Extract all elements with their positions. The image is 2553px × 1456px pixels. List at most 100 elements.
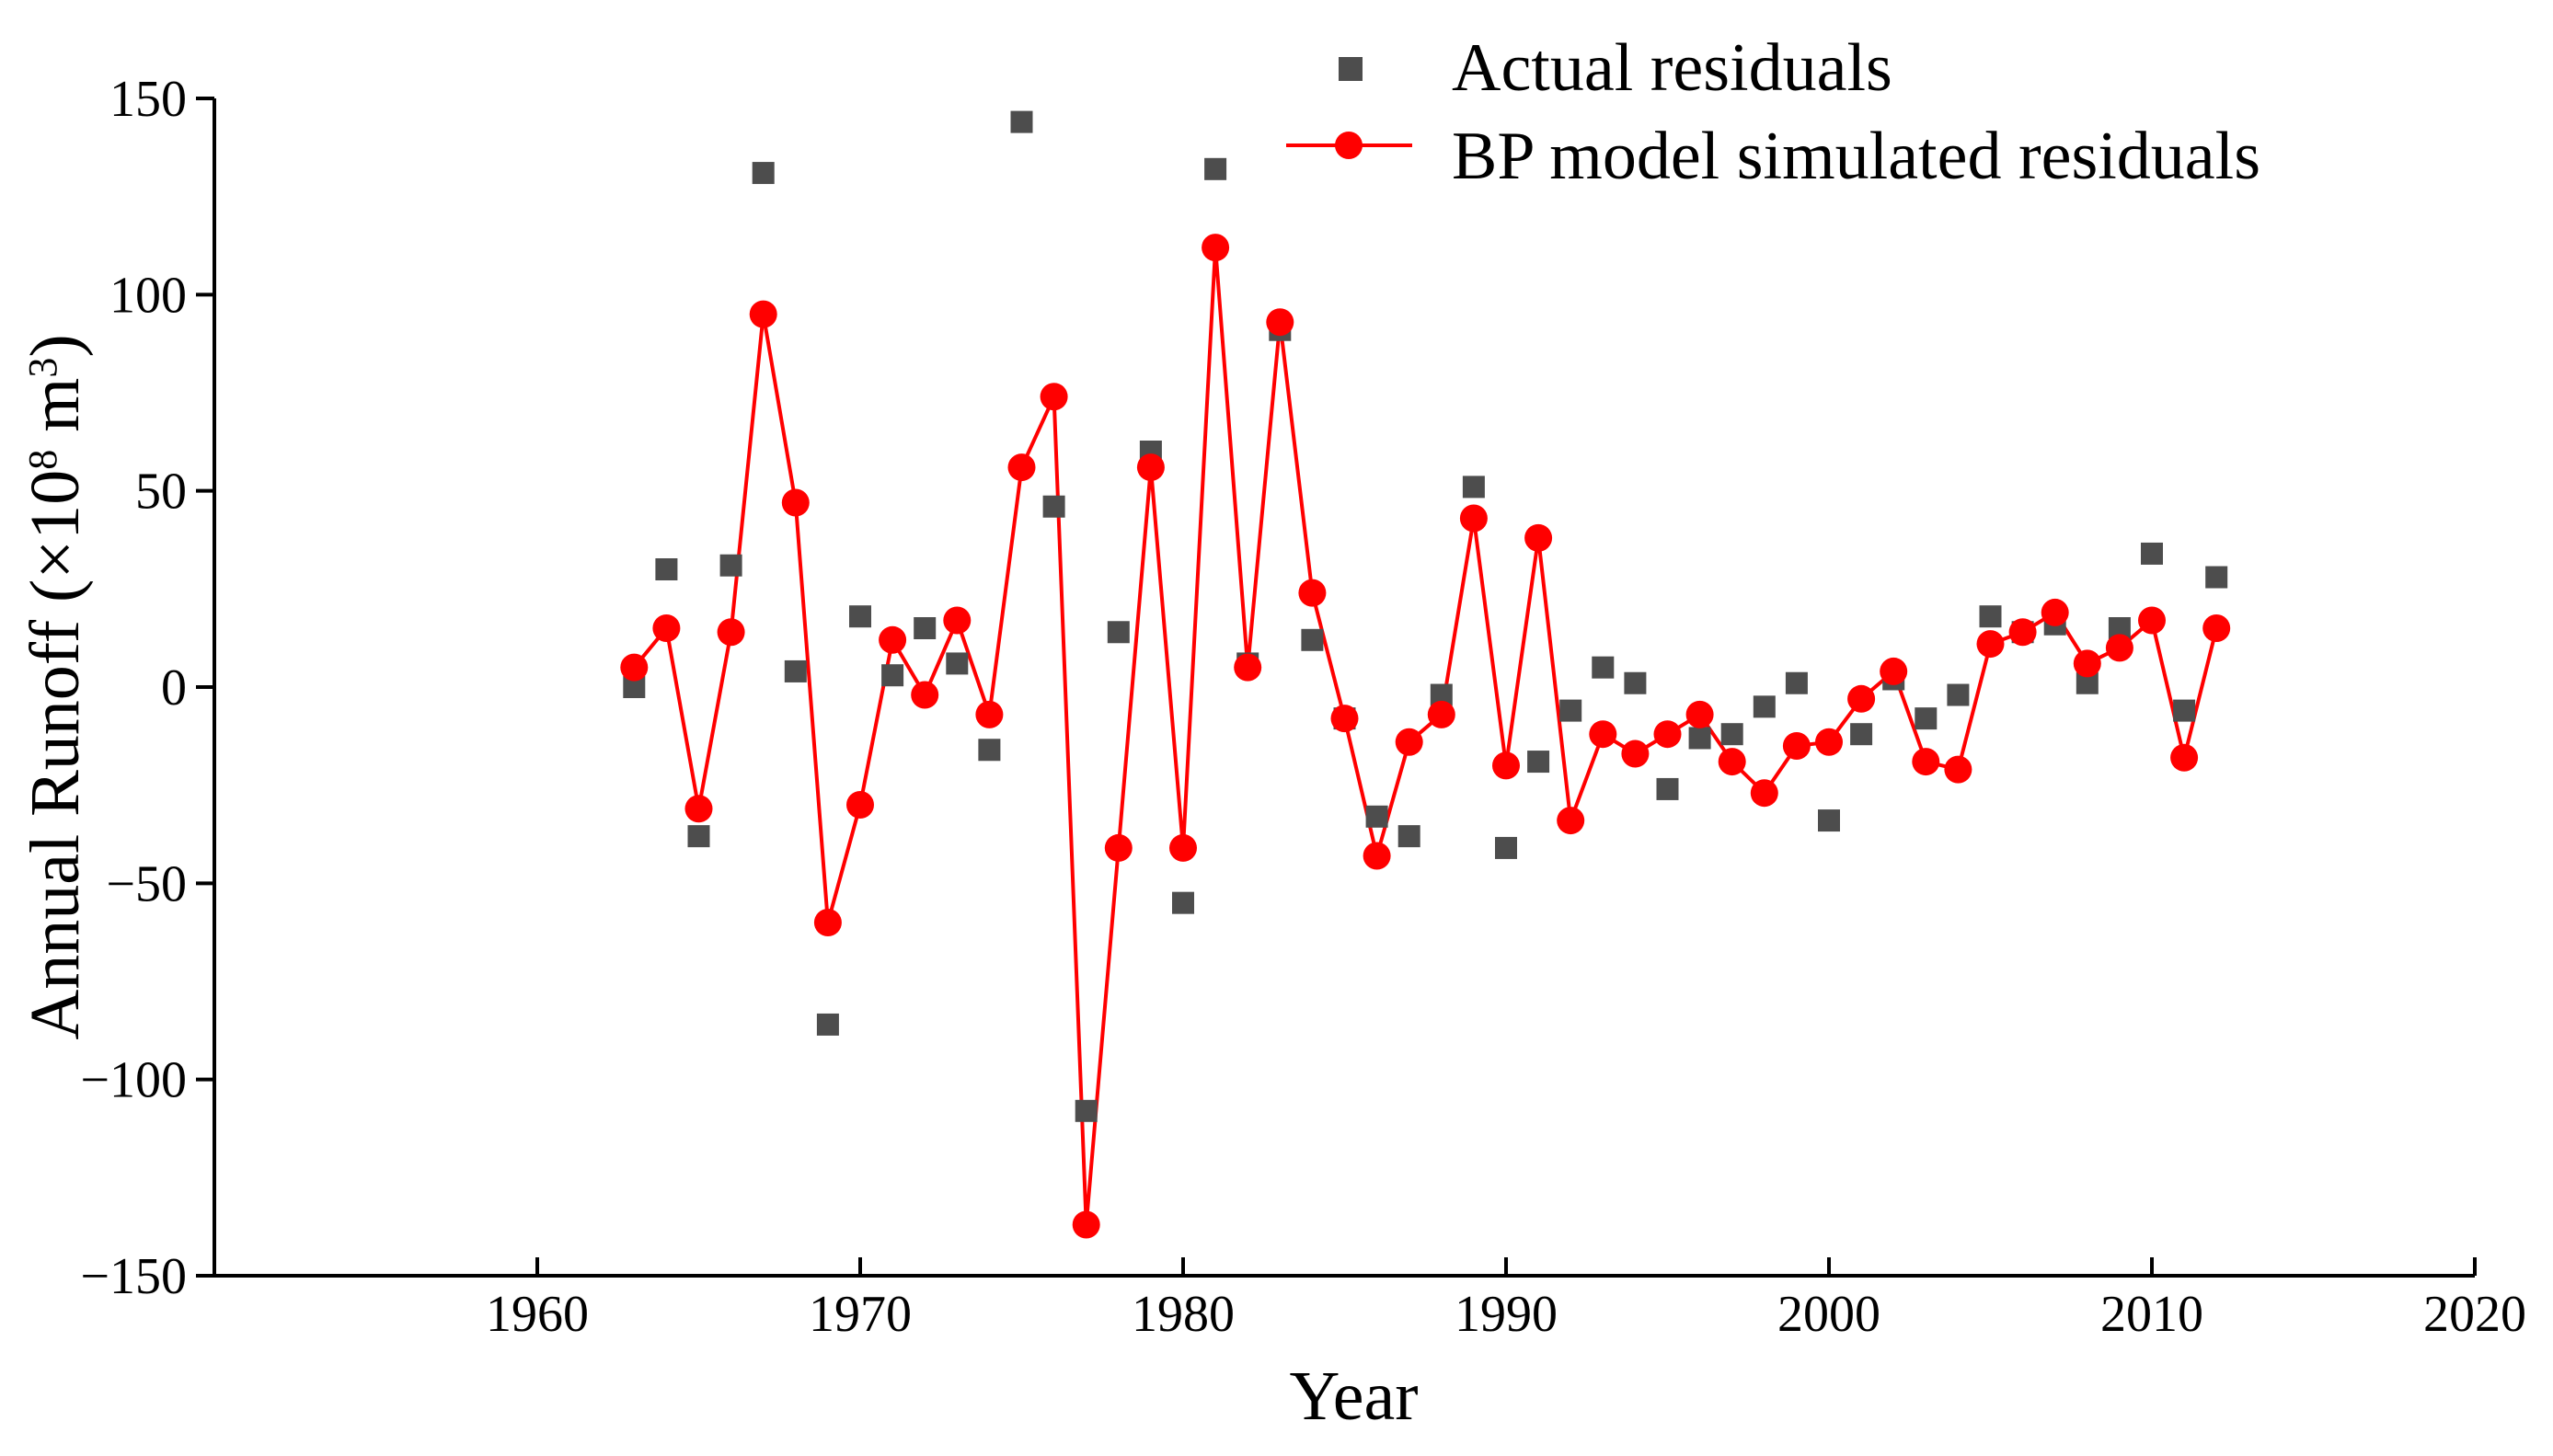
simulated-point: [975, 700, 1004, 728]
y-tick-label: −150: [80, 1248, 187, 1305]
simulated-point: [2138, 606, 2166, 635]
simulated-point: [781, 488, 810, 517]
simulated-point: [1266, 308, 1294, 337]
simulated-point: [1363, 842, 1391, 870]
x-tick-label: 1960: [486, 1286, 589, 1343]
simulated-point: [1685, 700, 1714, 728]
simulated-point: [1136, 453, 1165, 482]
actual-point: [1785, 671, 1808, 694]
simulated-point: [1815, 728, 1843, 756]
actual-point: [1301, 628, 1324, 651]
x-tick-label: 1990: [1455, 1286, 1558, 1343]
simulated-series-line: [632, 246, 2219, 1227]
simulated-point: [684, 795, 713, 823]
actual-point: [1688, 727, 1711, 750]
simulated-point: [1202, 234, 1230, 262]
simulated-point: [1782, 732, 1811, 760]
x-axis-title: Year: [1289, 1358, 1418, 1435]
actual-point: [1365, 805, 1388, 828]
actual-point: [1495, 836, 1517, 859]
actual-point: [881, 664, 904, 687]
simulated-point: [1492, 751, 1520, 780]
simulated-point: [879, 625, 907, 654]
y-tick-label: 100: [109, 267, 187, 324]
actual-point: [1850, 723, 1873, 746]
simulated-point: [943, 606, 972, 635]
simulated-point: [1847, 684, 1876, 713]
simulated-point: [717, 618, 745, 647]
actual-point: [1720, 723, 1743, 746]
y-ticks: 150 100 50 0 −50 −100 −150: [80, 71, 214, 1305]
y-tick-label: 50: [135, 464, 187, 521]
actual-point: [719, 554, 742, 577]
actual-point: [1818, 809, 1840, 832]
x-tick-label: 2020: [2423, 1286, 2526, 1343]
simulated-point: [1589, 720, 1617, 749]
actual-point: [2141, 542, 2163, 565]
simulated-point: [1750, 779, 1778, 808]
actual-point: [1204, 157, 1227, 180]
actual-point: [1075, 1099, 1098, 1122]
simulated-point: [813, 909, 842, 936]
legend-simulated-label: BP model simulated residuals: [1452, 119, 2260, 194]
actual-point: [1042, 495, 1065, 518]
simulated-point: [1557, 807, 1585, 835]
actual-point: [1462, 476, 1485, 499]
simulated-point: [1104, 833, 1133, 862]
simulated-point: [2202, 614, 2231, 642]
actual-point: [946, 652, 969, 675]
simulated-point: [846, 791, 874, 819]
legend-actual-label: Actual residuals: [1452, 30, 1892, 106]
actual-point: [1624, 671, 1647, 694]
simulated-point: [1395, 728, 1423, 756]
actual-point: [978, 739, 1001, 762]
simulated-point: [2008, 618, 2037, 647]
actual-point: [816, 1013, 839, 1036]
legend: Actual residuals BP model simulated resi…: [1286, 30, 2260, 194]
actual-point: [849, 605, 871, 628]
simulated-series-points-group: [620, 234, 2231, 1239]
actual-point: [1107, 621, 1130, 644]
simulated-point: [1427, 700, 1455, 728]
simulated-point: [1912, 748, 1940, 776]
y-tick-label: −50: [106, 855, 187, 912]
actual-point: [1559, 699, 1582, 722]
simulated-point: [1169, 833, 1197, 862]
y-tick-label: 150: [109, 71, 187, 128]
actual-point: [1947, 683, 1970, 706]
x-tick-label: 2000: [1777, 1286, 1880, 1343]
simulated-point: [1040, 383, 1068, 411]
simulated-point: [2073, 649, 2101, 678]
simulated-point: [1330, 705, 1359, 733]
axes: [213, 98, 2475, 1278]
simulated-point: [652, 614, 681, 642]
legend-actual-marker: [1339, 57, 1363, 81]
actual-series-group: [623, 110, 2228, 1122]
legend-simulated-marker: [1335, 132, 1363, 159]
simulated-point: [2041, 598, 2069, 626]
actual-point: [1172, 891, 1194, 914]
simulated-point: [2170, 743, 2199, 772]
actual-point: [1592, 656, 1615, 679]
simulated-series-line-group: [632, 246, 2219, 1227]
y-tick-label: 0: [161, 659, 187, 717]
x-tick-label: 1970: [809, 1286, 912, 1343]
simulated-point: [1459, 504, 1488, 533]
actual-point: [1656, 777, 1679, 800]
actual-point: [2205, 566, 2228, 589]
y-axis-title: Annual Runoff (×108 m3): [17, 334, 94, 1039]
simulated-point: [1944, 755, 1972, 784]
simulated-point: [1653, 720, 1682, 749]
simulated-point: [1007, 453, 1036, 482]
y-tick-label: −100: [80, 1052, 187, 1109]
x-tick-label: 1980: [1132, 1286, 1235, 1343]
x-tick-label: 2010: [2100, 1286, 2203, 1343]
actual-point: [914, 617, 937, 639]
actual-point: [2173, 699, 2196, 722]
simulated-point: [1072, 1210, 1100, 1239]
x-ticks: 1960 1970 1980 1990 2000 2010 2020: [486, 1257, 2526, 1343]
actual-point: [1753, 695, 1776, 718]
actual-point: [687, 825, 710, 848]
simulated-point: [1524, 523, 1553, 552]
